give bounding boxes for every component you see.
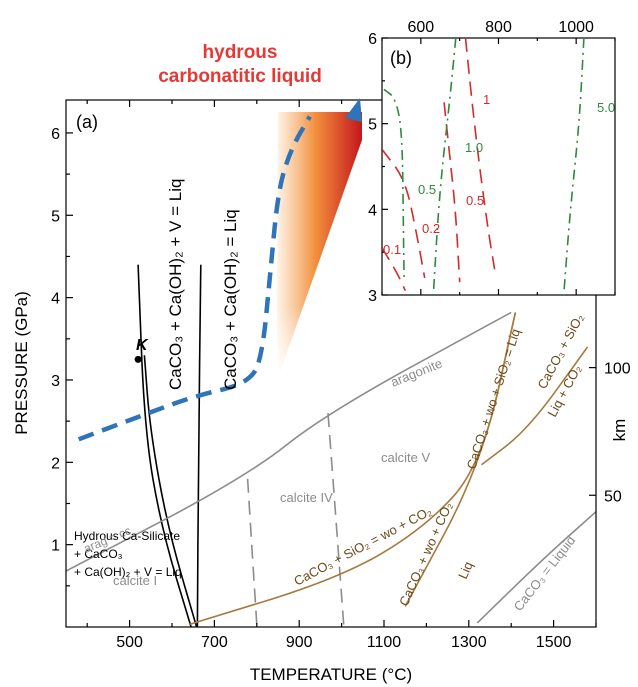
label-calcite-v: calcite V (381, 450, 430, 465)
a-ytick-label-5: 5 (51, 208, 60, 225)
panel-b-label: (b) (390, 48, 412, 68)
a-xtick-label-900: 900 (286, 634, 313, 651)
liquid-region-fade (276, 112, 362, 372)
a-series-10-subduction-geotherm (77, 115, 312, 442)
b-label-1-red: 1 (483, 92, 490, 107)
a-xtick-label-1300: 1300 (451, 634, 487, 651)
label-caco3-caoh2-v-liq: CaCO₃ + Ca(OH)₂ + V = Liq (166, 179, 185, 390)
liquid-title-line2: carbonatitic liquid (158, 66, 322, 87)
b-series-5-1-0 (432, 38, 457, 295)
b-label-0.5-red: 0.5 (466, 193, 484, 208)
b-xtick-label-600: 600 (407, 19, 434, 36)
liquid-title-line1: hydrous (203, 42, 278, 63)
a-xtick-label-700: 700 (201, 634, 228, 651)
panel-a-label: (a) (76, 112, 98, 132)
a-ytick-label-3: 3 (51, 373, 60, 390)
a-series-2-hydrous-ca-silicate-caco3-ca-oh-2-v-liq (196, 264, 202, 627)
a-ytick-label-4: 4 (51, 291, 60, 308)
b-series-0-0-1 (382, 247, 407, 292)
label-silicate-line1: Hydrous Ca-Silicate (74, 529, 180, 543)
panel-b-frame (381, 37, 616, 296)
km-axis-title: km (610, 419, 629, 442)
a-xtick-label-1100: 1100 (367, 634, 402, 651)
geotherm-arrowhead (345, 98, 362, 122)
b-ytick-label-4: 4 (368, 202, 377, 219)
y-axis-title: PRESSURE (GPa) (12, 291, 31, 435)
b-xtick-label-800: 800 (485, 19, 512, 36)
a-series-1-caco3-ca-oh-2-v-liq-double (143, 355, 198, 627)
a-ytick-label-6: 6 (51, 126, 60, 143)
a-series-3-aragonite-calcite (66, 311, 512, 572)
km-tick-100: 100 (604, 361, 631, 378)
point-k-label: K (136, 337, 149, 354)
b-series-3-1 (464, 38, 496, 270)
a-series-8-caco3-wo-sio2-liq (404, 312, 517, 607)
b-series-6-5-0 (562, 38, 585, 295)
a-series-7-caco3-sio2-wo-co2 (188, 312, 517, 626)
panel-b-x-ticks: 600 800 1000 (381, 19, 616, 295)
a-xtick-label-1500: 1500 (536, 634, 572, 651)
a-series-9-caco3-sio2-liq-co2 (481, 346, 589, 466)
label-liq: Liq (455, 559, 476, 581)
b-ytick-label-5: 5 (368, 117, 377, 134)
a-series-6-caco3-liquid (476, 511, 596, 624)
b-label-1.0-green: 1.0 (465, 140, 483, 155)
km-tick-50: 50 (604, 488, 622, 505)
b-ytick-label-3: 3 (368, 288, 377, 305)
a-ytick-label-2: 2 (51, 455, 60, 472)
label-silicate-line2: + CaCO₃ (74, 547, 123, 561)
label-calcite-iv: calcite IV (280, 490, 333, 505)
label-caco3-caoh2-liq: CaCO₃ + Ca(OH)₂ = Liq (221, 209, 240, 390)
label-caco3-wo-sio2-liq: CaCO₃ + wo + SiO₂ = Liq (464, 327, 524, 471)
a-ytick-label-1: 1 (51, 538, 60, 555)
b-label-0.5-green: 0.5 (418, 182, 436, 197)
panel-a-frame (65, 99, 597, 628)
km-axis-ticks (589, 367, 596, 496)
b-ytick-label-6: 6 (368, 31, 377, 48)
b-label-0.2: 0.2 (422, 221, 440, 236)
point-k-marker (134, 355, 142, 363)
panel-b-curves (382, 38, 585, 295)
panel-b-y-ticks: 3 4 5 6 (368, 31, 388, 305)
panel-a-y-ticks: 1 2 3 4 5 6 (51, 126, 73, 587)
a-xtick-label-500: 500 (116, 634, 143, 651)
a-series-4-calcite-i-iv (246, 477, 258, 625)
panel-a-x-ticks: 500 700 900 1100 1300 1500 (86, 100, 597, 651)
b-xtick-label-1000: 1000 (558, 19, 594, 36)
label-calcite-i: calcite I (113, 573, 157, 588)
a-series-5-calcite-iv-v (327, 412, 345, 625)
b-series-4-0-5 (383, 88, 405, 278)
label-aragonite: aragonite (389, 356, 445, 390)
b-series-1-0-2 (382, 148, 426, 279)
b-series-2-0-5 (443, 102, 461, 283)
label-silicate-line3: + Ca(OH)₂ + V = Liq (74, 565, 182, 579)
a-series-0-caco3-ca-oh-2-v-liq (137, 264, 192, 627)
x-axis-title: TEMPERATURE (°C) (250, 665, 412, 684)
label-caco3-liquid: CaCO₃ = Liquid (511, 533, 579, 614)
b-label-0.1: 0.1 (383, 242, 401, 257)
panel-a-curves (66, 115, 596, 627)
b-label-5.0-green: 5.0 (597, 100, 615, 115)
